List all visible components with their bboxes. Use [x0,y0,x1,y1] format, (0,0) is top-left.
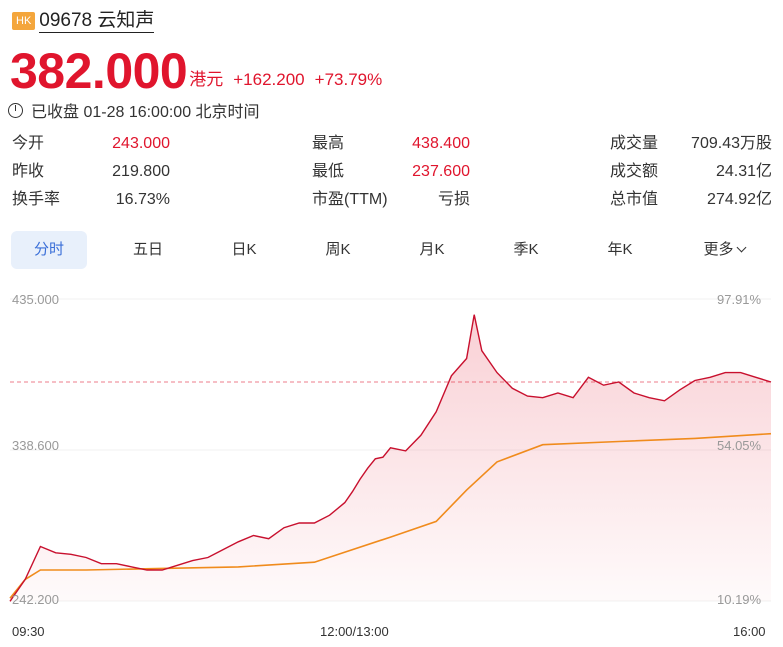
tab-weekly-k[interactable]: 周K [325,241,351,258]
tab-more[interactable]: 更多 [684,231,764,269]
average-price-line [9,432,772,599]
stat-value-market-cap: 274.92亿 [707,191,772,208]
stat-label-amount: 成交额 [610,163,659,180]
chart-period-tabs: 分时 五日 日K 周K 月K 季K 年K 更多 [0,231,783,269]
chevron-down-icon [736,242,746,253]
price-change-percent: +73.79% [314,70,383,89]
price-area-fill [10,314,771,602]
current-price: 382.000 [10,43,188,99]
currency-label: 港元 [189,70,224,89]
y-axis-label-mid: 338.600 [12,438,59,453]
tab-yearly-k[interactable]: 年K [607,241,633,258]
quote-row: 382.000 港元 +162.200 +73.79% [10,40,382,96]
market-status-text: 已收盘 01-28 16:00:00 北京时间 [31,104,260,121]
stock-header: HK 09678 云知声 [12,8,155,34]
stat-label-pe-ttm: 市盈(TTM) [312,191,388,208]
stats-grid: 今开 243.000 昨收 219.800 换手率 16.73% 最高 438.… [0,130,783,220]
tab-five-day[interactable]: 五日 [132,241,163,258]
tab-daily-k[interactable]: 日K [231,241,257,258]
stat-label-open: 今开 [12,135,45,152]
stat-value-high: 438.400 [412,135,470,152]
y-axis-label-bottom: 242.200 [12,592,59,607]
y-axis-pct-mid: 54.05% [717,438,762,453]
y-axis-label-top: 435.000 [12,292,59,307]
y-axis-pct-bottom: 10.19% [717,592,762,607]
stat-value-amount: 24.31亿 [715,163,772,180]
intraday-chart-svg [9,298,772,602]
price-line [9,314,772,602]
tab-quarterly-k[interactable]: 季K [513,241,539,258]
stat-label-turnover-rate: 换手率 [12,191,61,208]
stat-label-prev-close: 昨收 [12,163,45,180]
stat-value-volume: 709.43万股 [691,135,772,152]
market-status: 已收盘 01-28 16:00:00 北京时间 [8,98,260,122]
stat-value-open: 243.000 [112,135,170,152]
stat-label-high: 最高 [312,135,345,152]
y-axis-pct-top: 97.91% [717,292,762,307]
x-axis-label-open: 09:30 [12,624,45,639]
price-change: +162.200 [233,70,305,89]
market-badge: HK [12,12,36,30]
stock-name-link[interactable]: 09678 云知声 [39,9,155,33]
stat-value-pe-ttm: 亏损 [437,191,470,208]
x-axis-label-midday: 12:00/13:00 [320,624,389,639]
tab-intraday[interactable]: 分时 [11,231,87,269]
stat-value-low: 237.600 [412,163,470,180]
stat-label-low: 最低 [312,163,345,180]
clock-icon [8,102,23,118]
stat-value-turnover-rate: 16.73% [115,191,170,208]
stat-value-prev-close: 219.800 [112,163,170,180]
tab-monthly-k[interactable]: 月K [419,241,445,258]
intraday-chart[interactable]: 435.000 338.600 242.200 97.91% 54.05% 10… [0,280,783,647]
x-axis-label-close: 16:00 [733,624,766,639]
stat-label-market-cap: 总市值 [610,191,659,208]
stat-label-volume: 成交量 [610,135,659,152]
